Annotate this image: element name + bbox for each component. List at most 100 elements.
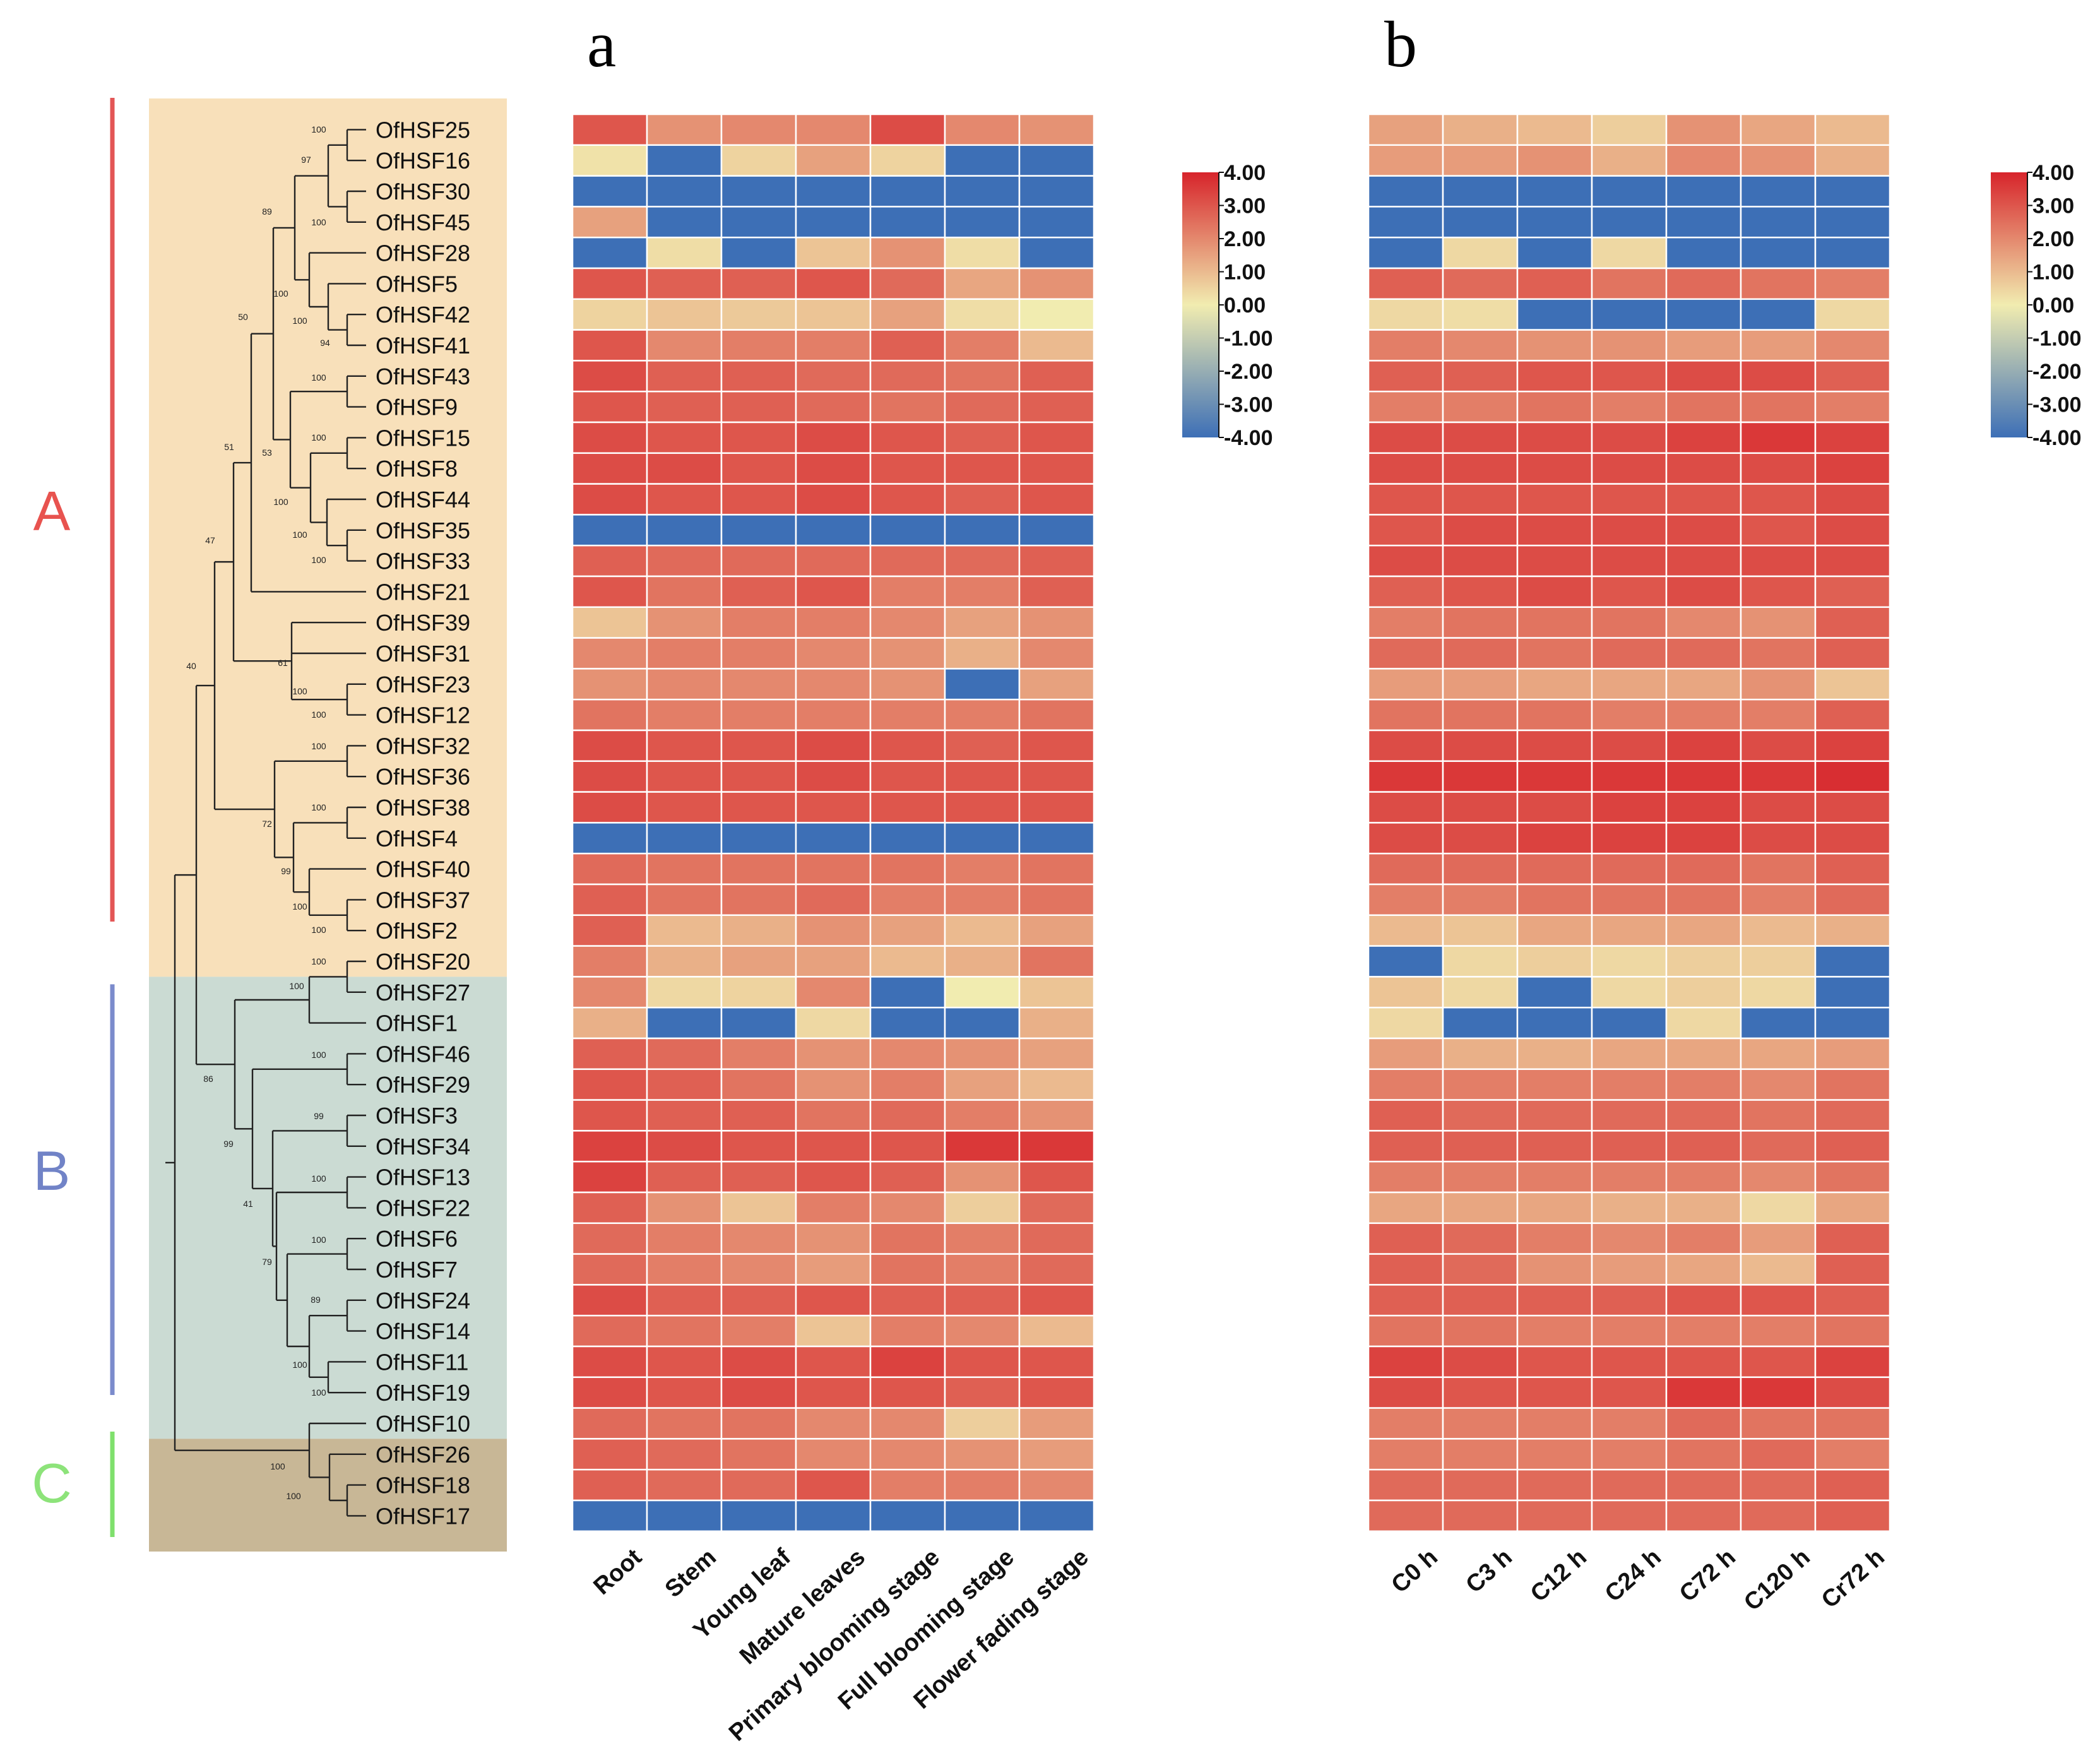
heatmap-cell-OfHSF35-3 bbox=[1516, 514, 1593, 547]
heatmap-cell-OfHSF39-2 bbox=[1442, 606, 1519, 639]
heatmap-cell-OfHSF23-4 bbox=[795, 668, 872, 701]
heatmap-cell-OfHSF6-7 bbox=[1018, 1222, 1095, 1255]
heatmap-cell-OfHSF4-7 bbox=[1814, 822, 1891, 855]
heatmap-cell-OfHSF19-2 bbox=[646, 1376, 723, 1409]
heatmap-cell-OfHSF30-3 bbox=[720, 175, 797, 208]
heatmap-cell-OfHSF28-4 bbox=[1591, 236, 1668, 270]
heatmap-cell-OfHSF22-3 bbox=[720, 1191, 797, 1225]
heatmap-cell-OfHSF1-5 bbox=[1665, 1006, 1742, 1040]
heatmap-cell-OfHSF14-4 bbox=[1591, 1314, 1668, 1348]
heatmap-cell-OfHSF43-7 bbox=[1018, 360, 1095, 393]
heatmap-cell-OfHSF37-4 bbox=[795, 883, 872, 917]
heatmap-cell-OfHSF20-1 bbox=[571, 945, 648, 978]
heatmap-cell-OfHSF9-5 bbox=[1665, 390, 1742, 424]
bootstrap-value: 100 bbox=[311, 372, 326, 383]
heatmap-cell-OfHSF30-7 bbox=[1814, 175, 1891, 208]
heatmap-cell-OfHSF30-5 bbox=[869, 175, 946, 208]
heatmap-cell-OfHSF25-6 bbox=[944, 113, 1021, 146]
bootstrap-value: 100 bbox=[273, 288, 288, 299]
heatmap-cell-OfHSF28-1 bbox=[571, 236, 648, 270]
heatmap-cell-OfHSF46-2 bbox=[646, 1037, 723, 1071]
heatmap-cell-OfHSF8-5 bbox=[1665, 452, 1742, 485]
heatmap-cell-OfHSF15-3 bbox=[1516, 421, 1593, 454]
heatmap-cell-OfHSF3-1 bbox=[1367, 1099, 1444, 1132]
heatmap-cell-OfHSF38-3 bbox=[720, 791, 797, 824]
heatmap-cell-OfHSF11-3 bbox=[720, 1345, 797, 1379]
panel-label-b: b bbox=[1384, 8, 1417, 81]
heatmap-cell-OfHSF31-5 bbox=[1665, 637, 1742, 670]
heatmap-cell-OfHSF2-5 bbox=[1665, 914, 1742, 947]
heatmap-cell-OfHSF39-6 bbox=[1740, 606, 1817, 639]
colorbar-a-tick-label: 4.00 bbox=[1224, 161, 1266, 185]
heatmap-cell-OfHSF39-3 bbox=[1516, 606, 1593, 639]
heatmap-cell-OfHSF6-5 bbox=[869, 1222, 946, 1255]
phylogenetic-tree: 100 97 89 100 50 100 100 94 100 51 53 100 100 100 100 4… bbox=[165, 124, 366, 1517]
heatmap-cell-OfHSF23-4 bbox=[1591, 668, 1668, 701]
heatmap-cell-OfHSF4-4 bbox=[1591, 822, 1668, 855]
heatmap-cell-OfHSF3-6 bbox=[944, 1099, 1021, 1132]
heatmap-cell-OfHSF29-6 bbox=[944, 1068, 1021, 1101]
heatmap-cell-OfHSF9-2 bbox=[646, 390, 723, 424]
heatmap-cell-OfHSF35-3 bbox=[720, 514, 797, 547]
heatmap-cell-OfHSF31-7 bbox=[1018, 637, 1095, 670]
heatmap-cell-OfHSF33-5 bbox=[1665, 544, 1742, 578]
heatmap-cell-OfHSF6-4 bbox=[795, 1222, 872, 1255]
heatmap-cell-OfHSF5-6 bbox=[944, 267, 1021, 300]
heatmap-cell-OfHSF16-3 bbox=[720, 144, 797, 177]
heatmap-cell-OfHSF30-7 bbox=[1018, 175, 1095, 208]
bootstrap-value: 47 bbox=[205, 535, 215, 545]
heatmap-cell-OfHSF18-1 bbox=[571, 1468, 648, 1502]
heatmap-cell-OfHSF43-4 bbox=[795, 360, 872, 393]
heatmap-cell-OfHSF40-3 bbox=[720, 852, 797, 886]
colorbar-b-gradient bbox=[1991, 172, 2027, 437]
heatmap-cell-OfHSF1-2 bbox=[646, 1006, 723, 1040]
heatmap-cell-OfHSF7-2 bbox=[646, 1253, 723, 1286]
heatmap-cell-OfHSF12-3 bbox=[720, 698, 797, 732]
heatmap-cell-OfHSF21-2 bbox=[646, 575, 723, 608]
heatmap-cell-OfHSF29-2 bbox=[1442, 1068, 1519, 1101]
heatmap-cell-OfHSF26-7 bbox=[1814, 1438, 1891, 1471]
heatmap-cell-OfHSF16-5 bbox=[1665, 144, 1742, 177]
heatmap-cell-OfHSF9-2 bbox=[1442, 390, 1519, 424]
heatmap-cell-OfHSF25-4 bbox=[1591, 113, 1668, 146]
heatmap-cell-OfHSF29-5 bbox=[1665, 1068, 1742, 1101]
heatmap-cell-OfHSF41-3 bbox=[720, 329, 797, 362]
heatmap-cell-OfHSF6-1 bbox=[571, 1222, 648, 1255]
heatmap-cell-OfHSF23-1 bbox=[1367, 668, 1444, 701]
heatmap-cell-OfHSF46-2 bbox=[1442, 1037, 1519, 1071]
colorbar-b-tick-label: -4.00 bbox=[2032, 426, 2082, 450]
bootstrap-value: 100 bbox=[270, 1461, 285, 1471]
heatmap-cell-OfHSF26-5 bbox=[869, 1438, 946, 1471]
heatmap-cell-OfHSF13-2 bbox=[646, 1160, 723, 1194]
gene-label-OfHSF21: OfHSF21 bbox=[376, 579, 470, 605]
heatmap-cell-OfHSF34-3 bbox=[1516, 1130, 1593, 1163]
gene-label-OfHSF19: OfHSF19 bbox=[376, 1380, 470, 1406]
heatmap-cell-OfHSF20-3 bbox=[720, 945, 797, 978]
heatmap-cell-OfHSF10-7 bbox=[1018, 1407, 1095, 1440]
heatmap-cell-OfHSF28-7 bbox=[1814, 236, 1891, 270]
heatmap-cell-OfHSF7-4 bbox=[1591, 1253, 1668, 1286]
heatmap-cell-OfHSF13-2 bbox=[1442, 1160, 1519, 1194]
heatmap-cell-OfHSF35-1 bbox=[571, 514, 648, 547]
heatmap-cell-OfHSF20-1 bbox=[1367, 945, 1444, 978]
heatmap-cell-OfHSF42-3 bbox=[720, 298, 797, 331]
heatmap-cell-OfHSF37-7 bbox=[1814, 883, 1891, 917]
heatmap-cell-OfHSF15-4 bbox=[795, 421, 872, 454]
heatmap-cell-OfHSF1-2 bbox=[1442, 1006, 1519, 1040]
heatmap-cell-OfHSF12-7 bbox=[1018, 698, 1095, 732]
heatmap-cell-OfHSF8-3 bbox=[720, 452, 797, 485]
heatmap-cell-OfHSF9-4 bbox=[1591, 390, 1668, 424]
heatmap-cell-OfHSF39-1 bbox=[1367, 606, 1444, 639]
heatmap-cell-OfHSF34-1 bbox=[571, 1130, 648, 1163]
heatmap-cell-OfHSF24-3 bbox=[720, 1284, 797, 1317]
heatmap-cell-OfHSF11-1 bbox=[571, 1345, 648, 1379]
heatmap-cell-OfHSF10-6 bbox=[1740, 1407, 1817, 1440]
colorbar-b-tick-label: -3.00 bbox=[2032, 393, 2082, 417]
heatmap-cell-OfHSF40-3 bbox=[1516, 852, 1593, 886]
heatmap-cell-OfHSF42-7 bbox=[1814, 298, 1891, 331]
heatmap-cell-OfHSF5-7 bbox=[1814, 267, 1891, 300]
colorbar-a-tick-label: -2.00 bbox=[1224, 360, 1273, 384]
heatmap-cell-OfHSF6-7 bbox=[1814, 1222, 1891, 1255]
heatmap-cell-OfHSF37-5 bbox=[869, 883, 946, 917]
heatmap-cell-OfHSF14-3 bbox=[720, 1314, 797, 1348]
